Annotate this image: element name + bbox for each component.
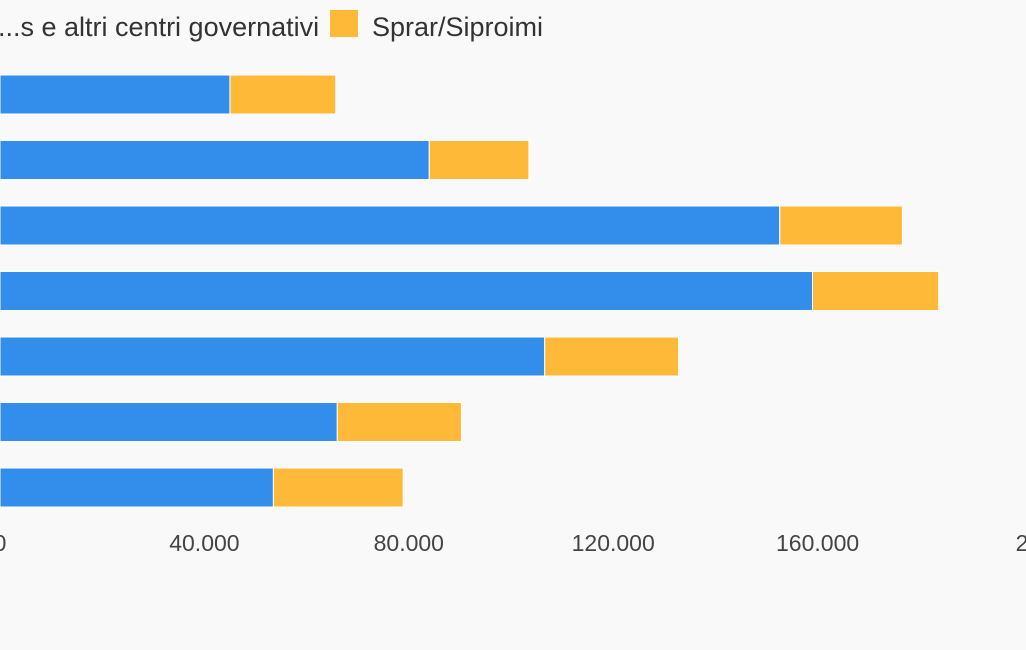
bar-series-2-row-3 [779,205,903,246]
x-axis-ticks: 0 40.000 80.000 120.000 160.000 2 [0,530,1026,556]
bar-series-2-row-2 [428,140,530,180]
bar-series-1-row-4 [0,271,813,311]
x-tick-label: 40.000 [169,530,239,556]
bar-series-1-row-5 [0,336,546,377]
bar-series-1-row-6 [0,402,338,442]
bar-series-1-row-7 [0,467,274,508]
bar-series-1-row-2 [0,140,430,180]
x-tick-label: 160.000 [776,530,859,556]
bar-series-1-row-1 [0,74,231,115]
x-tick-label: 0 [0,530,6,556]
legend-swatch-series-2 [330,10,358,37]
bar-series-2-row-6 [336,402,462,442]
bar-series-2-row-7 [272,467,404,508]
legend-label-series-1: ...s e altri centri governativi [0,12,319,42]
legend-label-series-2: Sprar/Siproimi [372,12,543,42]
x-tick-label: 80.000 [374,530,444,556]
x-tick-label: 120.000 [572,530,655,556]
legend: ...s e altri centri governativi Sprar/Si… [0,10,543,42]
bar-series-1-row-3 [0,205,781,246]
bar-series-2-row-1 [229,74,337,115]
x-tick-label: 2 [1016,530,1026,556]
bar-series-2-row-4 [811,271,940,311]
bar-series-2-row-5 [544,336,680,377]
bars-group [0,74,940,508]
